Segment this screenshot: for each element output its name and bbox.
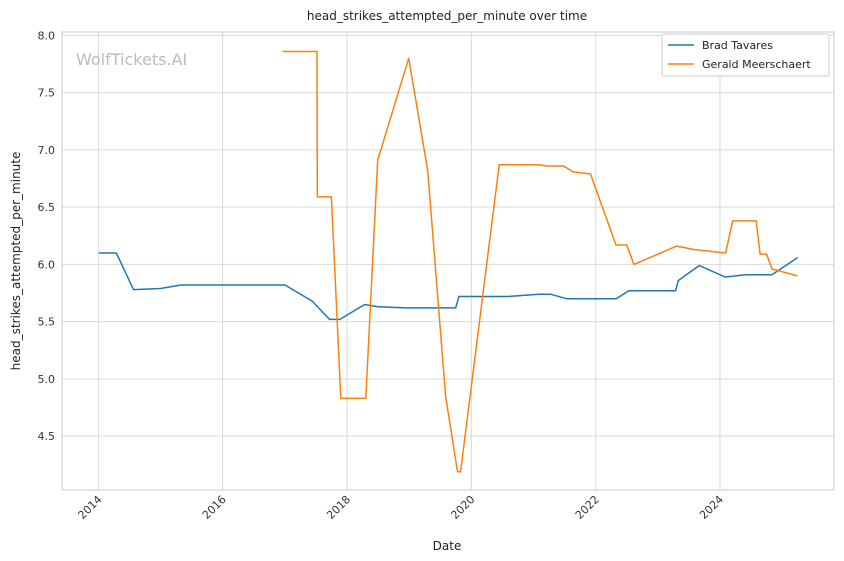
series-line: [98, 252, 799, 321]
y-tick-label: 7.0: [38, 144, 56, 157]
y-tick-label: 7.5: [38, 87, 56, 100]
y-axis-label: head_strikes_attempted_per_minute: [9, 152, 23, 371]
legend-label: Gerald Meerschaert: [702, 58, 811, 71]
y-tick-label: 4.5: [38, 430, 56, 443]
chart-title: head_strikes_attempted_per_minute over t…: [307, 9, 587, 23]
x-tick-label: 2014: [76, 493, 105, 522]
watermark: WolfTickets.AI: [76, 50, 187, 69]
x-tick-label: 2022: [573, 493, 602, 522]
x-tick-label: 2016: [200, 493, 229, 522]
y-axis-ticks: 4.5 5.0 5.5 6.0 6.5 7.0 7.5 8.0: [38, 29, 56, 443]
x-axis-ticks: 2014 2016 2018 2020 2022 2024: [76, 493, 727, 522]
grid-lines: [62, 32, 834, 490]
y-tick-label: 8.0: [38, 29, 56, 42]
series-line: [282, 50, 798, 473]
y-tick-label: 6.5: [38, 201, 56, 214]
y-tick-label: 6.0: [38, 258, 56, 271]
x-tick-label: 2018: [324, 493, 353, 522]
x-tick-label: 2020: [448, 493, 477, 522]
x-tick-label: 2024: [697, 493, 726, 522]
plot-frame: [61, 31, 835, 491]
series-layer: [98, 50, 799, 473]
y-tick-label: 5.5: [38, 316, 56, 329]
legend-label: Brad Tavares: [702, 39, 773, 52]
y-tick-label: 5.0: [38, 373, 56, 386]
x-axis-label: Date: [433, 539, 462, 553]
legend: Brad Tavares Gerald Meerschaert: [661, 33, 830, 77]
legend-box: [661, 33, 830, 77]
